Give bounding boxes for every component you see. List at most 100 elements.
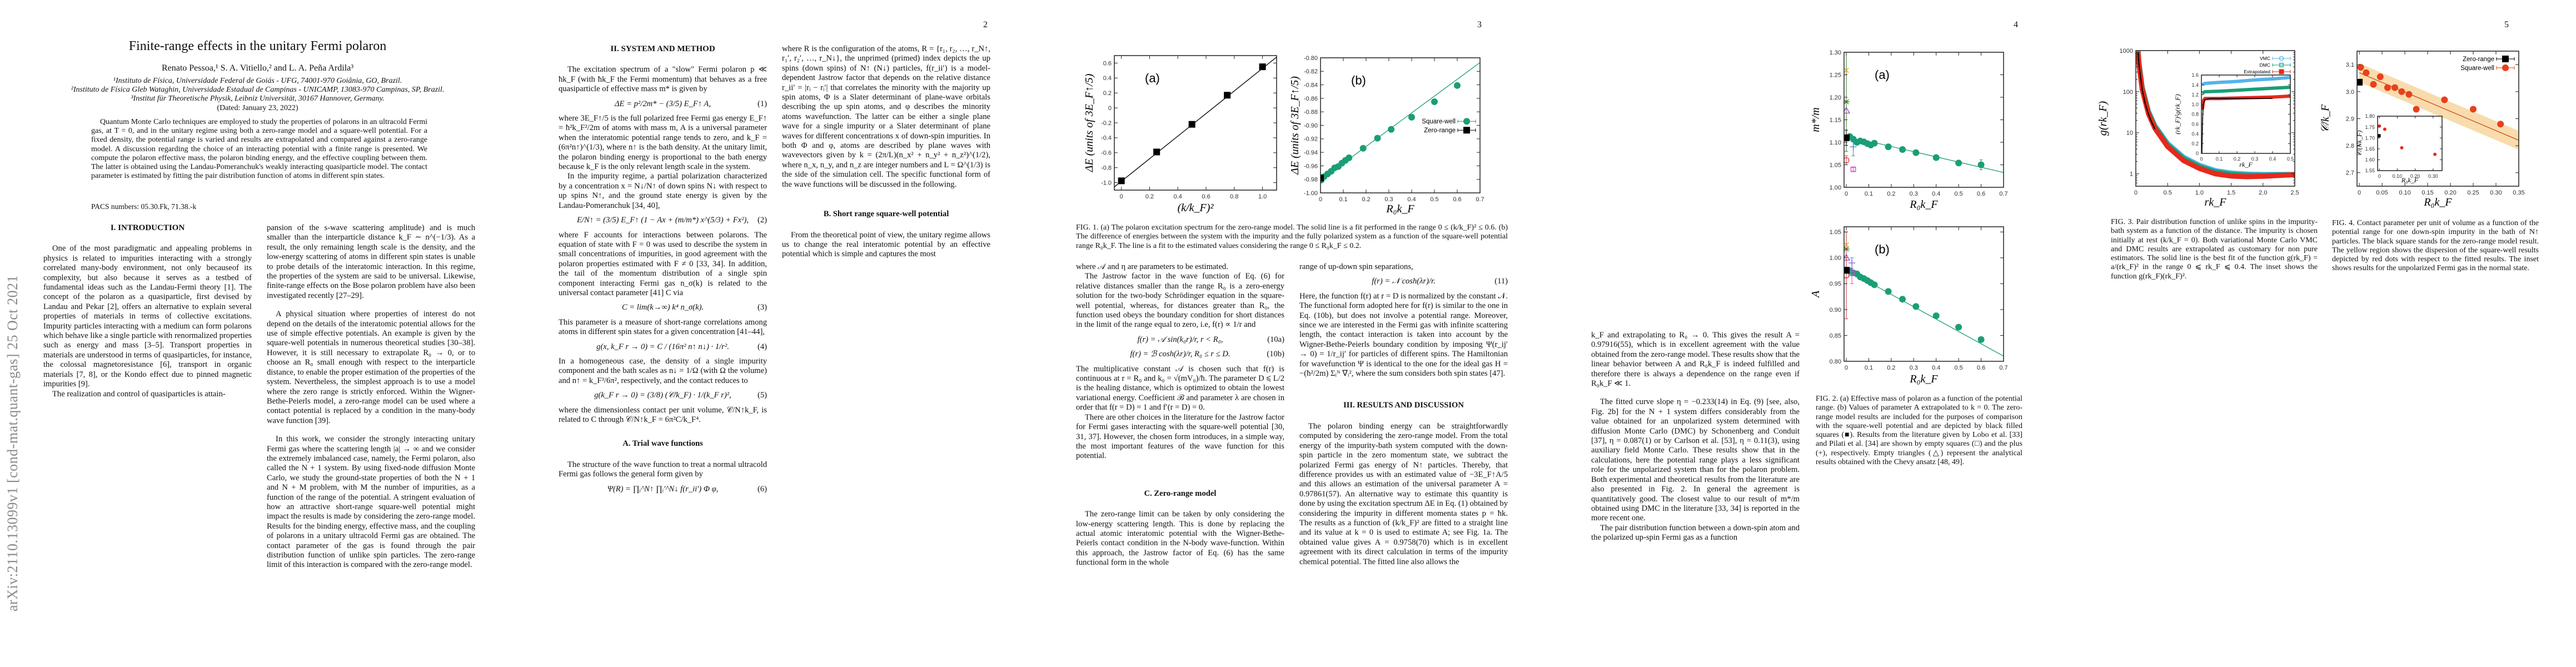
y-axis-label: A xyxy=(1810,290,1822,298)
plot-area xyxy=(2201,76,2290,153)
plot-area xyxy=(2378,124,2437,156)
x-tick-label: 0.7 xyxy=(1476,196,1484,203)
series-point xyxy=(1885,143,1892,151)
y-tick-label: 1000 xyxy=(2120,48,2133,54)
date-line: (Dated: January 23, 2022) xyxy=(217,104,298,112)
square-well-point xyxy=(2391,84,2399,91)
equation-body: C = lim(k→∞) k⁴ n_σ(k). xyxy=(621,303,704,312)
equation-number: (1) xyxy=(757,99,767,108)
figure-1-caption: FIG. 1. (a) The polaron excitation spect… xyxy=(1076,223,1508,250)
square-well-point xyxy=(2370,81,2377,88)
series-point xyxy=(2378,134,2381,138)
plot-frame xyxy=(1843,226,2004,362)
column-left: I. INTRODUCTION One of the most paradigm… xyxy=(43,223,252,399)
square-well-point xyxy=(2441,96,2448,103)
x-tick-label: 0.3 xyxy=(1910,191,1918,197)
x-tick-label: 0 xyxy=(2358,190,2361,196)
equation-body: f(r) = 𝒜 sin(k₀r)/r, r < R₀, xyxy=(1137,335,1223,344)
y-axis-label: m*/m xyxy=(1810,107,1822,132)
plot-background xyxy=(1844,227,2004,361)
fit-line xyxy=(2359,72,2519,141)
figure-1a: 0 0.2 0.4 0.6 0.8 1.0 -1.0 -0.8 -0.6 -0.4 -0.2 0 0.2… xyxy=(1083,55,1277,214)
x-tick-label: 0.15 xyxy=(2421,190,2433,196)
equation-body: E/N↑ = (3/5) E_F↑ (1 − Ax + (m/m*) x^(5/… xyxy=(576,216,749,225)
legend-marker xyxy=(2279,69,2284,74)
y-tick-label: -0.84 xyxy=(1304,82,1318,88)
page-4: 4 k_F and extrapolating to R₀ → 0. This … xyxy=(1546,0,2061,667)
x-tick-label: 0.8 xyxy=(1230,193,1238,200)
plot-frame xyxy=(2377,116,2443,171)
legend-label: Extrapolated xyxy=(2244,69,2270,74)
x-tick-label: 0.5 xyxy=(1955,365,1963,371)
series-point xyxy=(1977,336,1985,343)
column-left: k_F and extrapolating to R₀ → 0. This gi… xyxy=(1591,331,1800,543)
affiliation: ²Instituto de Física Gleb Wataghin, Univ… xyxy=(71,86,445,94)
page-number: 2 xyxy=(983,20,988,29)
square-well-point xyxy=(2405,91,2413,98)
x-tick-label: 0.30 xyxy=(2490,190,2502,196)
series-point xyxy=(1977,161,1985,168)
series-point xyxy=(1871,140,1878,147)
error-bar xyxy=(1851,167,1855,172)
column-right: pansion of the s-wave scattering amplitu… xyxy=(267,223,475,570)
x-tick-label: 0.5 xyxy=(1955,191,1963,197)
y-tick-label: -0.96 xyxy=(1304,163,1318,170)
x-tick-label: 0.7 xyxy=(1999,365,2007,371)
y-tick-label: 2.7 xyxy=(2346,170,2354,177)
y-tick-label: 1.75 xyxy=(2365,125,2375,130)
y-axis-label: ΔE (units of 3E_F↑/5) xyxy=(1289,76,1301,175)
x-tick-label: 0.2 xyxy=(1362,196,1370,203)
series-point xyxy=(1844,157,1850,163)
legend-label: DMC xyxy=(2260,62,2270,68)
paragraph: The fitted curve slope η = −0.233(14) in… xyxy=(1591,397,1800,523)
series-point xyxy=(1118,177,1125,185)
x-tick-label: 0.3 xyxy=(1384,196,1393,203)
y-tick-label: 0.6 xyxy=(1103,60,1112,67)
plot-frame xyxy=(1843,52,2004,188)
y-axis-label: g(rk_F) xyxy=(2097,101,2109,136)
legend-marker xyxy=(2279,56,2284,61)
panel-label: (a) xyxy=(1145,71,1160,85)
paper-title: Finite-range effects in the unitary Ferm… xyxy=(128,39,387,53)
y-tick-label: 2.8 xyxy=(2346,143,2354,150)
paragraph: k_F and extrapolating to R₀ → 0. This gi… xyxy=(1591,331,1800,389)
section-heading: III. RESULTS AND DISCUSSION xyxy=(1343,401,1464,410)
figure-3-caption: FIG. 3. Pair distribution function of un… xyxy=(2111,218,2318,281)
y-tick-label: 1.05 xyxy=(1830,162,1841,168)
affiliation: ¹Instituto de Física, Universidade Feder… xyxy=(113,77,402,85)
y-tick-label: 0.2 xyxy=(1103,90,1112,97)
y-tick-label: 3.1 xyxy=(2346,62,2354,68)
paragraph: The structure of the wave function to tr… xyxy=(559,460,767,479)
page-number: 5 xyxy=(2504,20,2509,29)
x-tick-label: 0.2 xyxy=(1145,193,1154,200)
x-tick-label: 0 xyxy=(1845,191,1848,197)
paragraph: From the theoretical point of view, the … xyxy=(782,230,990,259)
series-point xyxy=(1932,312,1940,320)
paragraph: where the dimensionless contact per unit… xyxy=(559,405,767,424)
page-number: 3 xyxy=(1477,20,1482,29)
error-bar xyxy=(1850,262,1854,284)
series-point xyxy=(1844,253,1851,261)
x-tick-label: 0.10 xyxy=(2393,173,2403,179)
plot-frame xyxy=(1320,57,1481,193)
page-3: 3 0 0.2 0.4 0.6 0.8 1.0 -1.0 -0.8 -0.6 -0.4 -0.2 0 0… xyxy=(1030,0,1546,667)
plot-area xyxy=(2136,51,2295,180)
paragraph: In this work, we consider the strongly i… xyxy=(267,435,475,570)
x-tick-label: 0.20 xyxy=(2410,173,2420,179)
x-axis-label: R₀k_F xyxy=(2423,196,2452,208)
square-well-point xyxy=(1454,82,1461,89)
figure-3-inset: 0 0.1 0.2 0.3 0.4 0.5 0 0.2 0.4 0.6 0.8 1.0 1.2 1.4 1.… xyxy=(2174,72,2294,168)
y-axis-label: (rk_F)²g(rk_F) xyxy=(2174,94,2181,134)
paragraph: The Jastrow factor in the wave function … xyxy=(1076,272,1284,330)
x-tick-label: 0 xyxy=(1845,365,1848,371)
y-tick-label: -0.82 xyxy=(1304,68,1318,75)
y-tick-label: 1.20 xyxy=(1830,94,1841,101)
y-tick-label: 1.30 xyxy=(1830,49,1841,56)
author-list: Renato Pessoa,¹ S. A. Vitiello,² and L. … xyxy=(161,63,354,73)
y-tick-label: -0.6 xyxy=(1101,150,1112,157)
equation-body: g(x, k_F r → 0) = C / (16π² n↑ n↓) · 1/r… xyxy=(596,342,729,351)
plot-area xyxy=(1114,57,1277,187)
y-tick-label: 0 xyxy=(1108,105,1112,112)
paragraph: The polaron binding energy can be straig… xyxy=(1299,421,1508,566)
series-point xyxy=(1153,148,1160,156)
